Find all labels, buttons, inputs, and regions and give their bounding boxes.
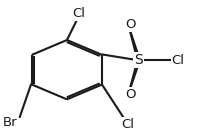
Text: S: S: [134, 53, 143, 67]
Text: Br: Br: [3, 116, 18, 129]
Text: O: O: [125, 88, 135, 101]
Text: O: O: [125, 18, 135, 31]
Text: Cl: Cl: [172, 54, 185, 67]
Text: Cl: Cl: [122, 118, 135, 131]
Text: Cl: Cl: [73, 7, 86, 20]
